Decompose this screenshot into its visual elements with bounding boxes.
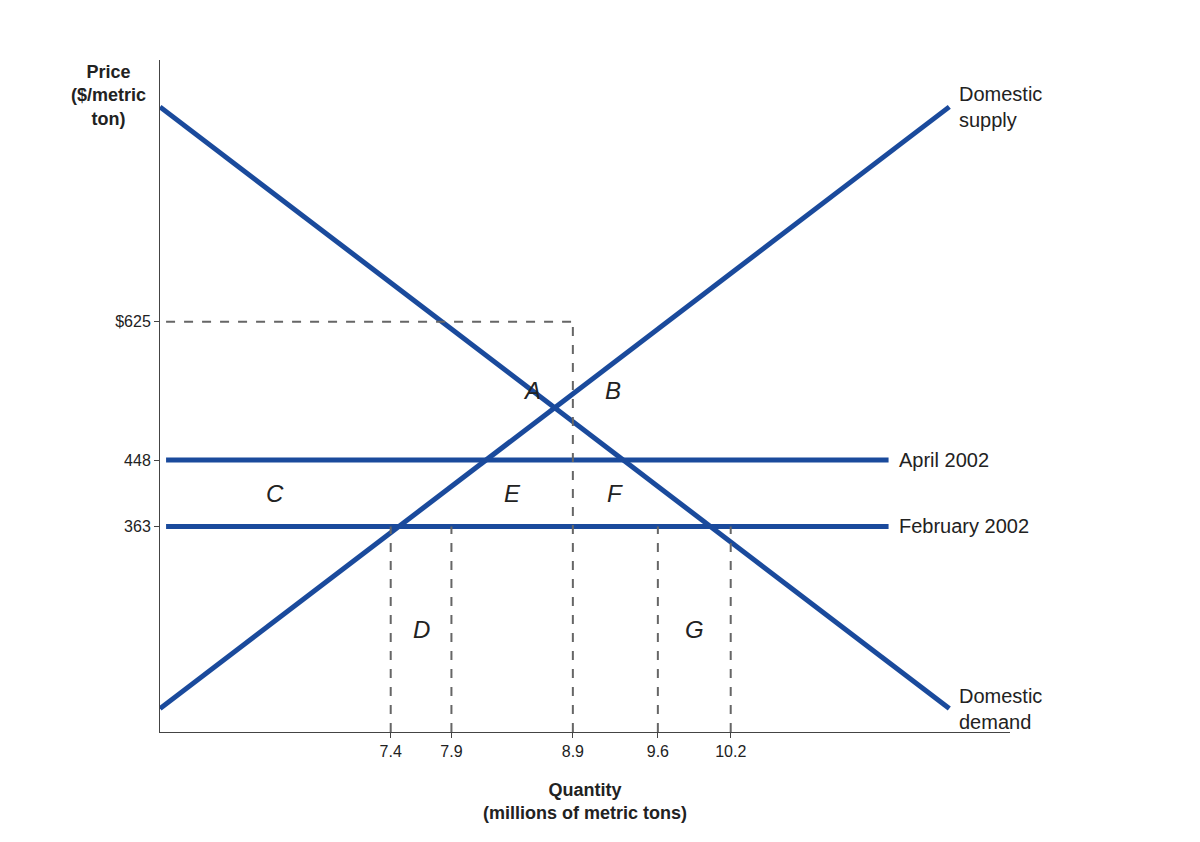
svg-text:C: C: [266, 480, 284, 507]
svg-text:9.6: 9.6: [647, 743, 669, 760]
svg-text:7.9: 7.9: [440, 743, 462, 760]
svg-text:Price($/metricton): Price($/metricton): [71, 62, 146, 129]
svg-text:F: F: [607, 480, 623, 507]
svg-text:448: 448: [124, 452, 151, 469]
svg-text:Quantity(millions of metric to: Quantity(millions of metric tons): [483, 780, 687, 823]
svg-text:8.9: 8.9: [562, 743, 584, 760]
svg-text:February 2002: February 2002: [899, 515, 1029, 537]
svg-text:G: G: [685, 616, 704, 643]
svg-text:A: A: [523, 377, 541, 404]
svg-text:Domesticdemand: Domesticdemand: [959, 685, 1042, 733]
svg-text:D: D: [413, 616, 430, 643]
svg-text:Domesticsupply: Domesticsupply: [959, 83, 1042, 131]
svg-text:E: E: [504, 480, 521, 507]
svg-text:7.4: 7.4: [380, 743, 402, 760]
svg-text:B: B: [605, 377, 621, 404]
svg-text:363: 363: [124, 518, 151, 535]
svg-text:$625: $625: [115, 313, 151, 330]
svg-text:April 2002: April 2002: [899, 449, 989, 471]
svg-text:10.2: 10.2: [715, 743, 746, 760]
